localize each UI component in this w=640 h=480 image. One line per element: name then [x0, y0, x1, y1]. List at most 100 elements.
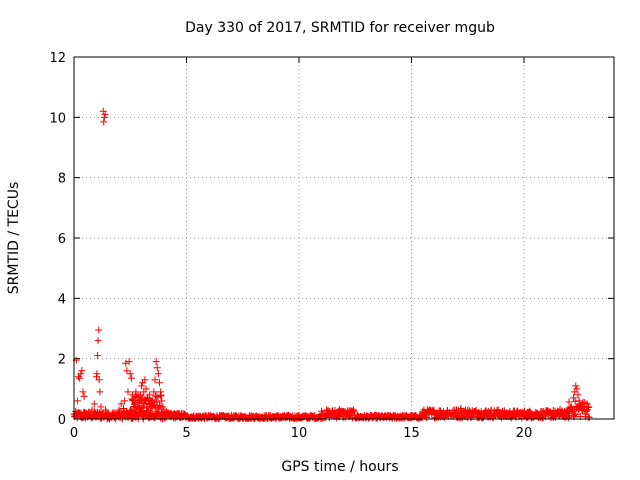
data-point	[76, 374, 84, 382]
data-point	[196, 413, 204, 421]
data-point	[121, 397, 129, 405]
data-point	[138, 382, 145, 390]
data-point	[100, 113, 108, 121]
data-point	[136, 391, 144, 399]
dense-data-point	[585, 403, 593, 411]
dense-data-point	[582, 407, 590, 415]
data-point	[156, 379, 163, 387]
data-point	[408, 412, 415, 420]
plot-frame	[73, 56, 615, 420]
data-point	[152, 358, 160, 366]
data-point	[471, 407, 478, 415]
data-point	[122, 359, 130, 367]
data-point	[100, 118, 108, 126]
data-point	[132, 388, 140, 396]
dense-data-point	[585, 413, 593, 421]
data-point	[396, 412, 404, 420]
data-point	[95, 326, 103, 334]
dense-data-point	[564, 414, 572, 422]
x-axis-label: GPS time / hours	[281, 459, 398, 475]
data-point	[158, 397, 166, 405]
data-point	[157, 388, 165, 396]
data-point	[153, 364, 161, 372]
data-point	[129, 391, 136, 399]
data-point	[318, 411, 325, 419]
data-point	[464, 406, 472, 414]
y-tick-label: 12	[49, 51, 66, 66]
x-tick-label: 0	[70, 426, 78, 441]
data-point	[572, 382, 580, 390]
data-point	[543, 408, 550, 416]
data-point	[567, 403, 575, 411]
data-point	[94, 352, 102, 360]
x-tick-label: 20	[516, 426, 533, 441]
data-point	[527, 408, 535, 416]
data-point	[575, 397, 583, 405]
y-tick-label: 2	[58, 353, 66, 368]
data-point	[151, 376, 159, 384]
data-point	[475, 408, 483, 416]
dense-data-point	[349, 407, 357, 415]
data-point	[150, 388, 158, 396]
dense-data-point	[350, 408, 358, 416]
data-point	[148, 403, 156, 411]
grid-lines	[74, 57, 614, 419]
data-point	[101, 110, 109, 118]
data-point	[583, 400, 591, 408]
data-point	[159, 403, 167, 411]
data-point	[134, 398, 142, 406]
data-point	[573, 385, 581, 393]
data-point	[385, 412, 393, 420]
data-point	[79, 388, 87, 396]
data-point	[486, 410, 494, 418]
data-point	[78, 367, 86, 375]
dense-data-point	[145, 407, 153, 415]
y-tick-label: 8	[58, 172, 66, 187]
data-point	[77, 370, 85, 378]
data-point	[336, 405, 343, 413]
data-point	[115, 406, 123, 414]
x-tick-label: 10	[291, 426, 308, 441]
data-point	[149, 397, 157, 405]
dense-data-point	[565, 398, 573, 406]
data-point	[570, 394, 577, 402]
data-point	[324, 410, 332, 418]
data-point	[113, 412, 121, 420]
data-point	[135, 397, 143, 405]
data-point	[340, 408, 348, 416]
y-tick-label: 10	[49, 111, 66, 126]
data-point	[73, 397, 81, 405]
data-point	[306, 412, 314, 420]
data-point	[93, 370, 101, 378]
y-tick-label: 0	[58, 413, 66, 428]
y-axis-label: SRMTID / TECUs	[6, 182, 22, 295]
dense-data-point	[129, 396, 137, 404]
data-point	[419, 410, 427, 418]
data-point	[123, 367, 131, 375]
data-point	[141, 376, 149, 384]
data-point	[444, 407, 451, 415]
dense-data-point	[572, 410, 580, 418]
data-point	[354, 412, 361, 420]
data-point	[131, 400, 139, 408]
data-point	[80, 392, 88, 400]
data-point	[99, 107, 107, 115]
axis-ticks: 0 5 10 15 20 0 2 4 6 8 10 12	[49, 51, 614, 441]
data-point	[124, 388, 132, 396]
data-point	[331, 407, 339, 415]
data-point	[88, 406, 96, 414]
data-point	[125, 358, 133, 366]
data-point	[126, 370, 134, 378]
chart-title: Day 330 of 2017, SRMTID for receiver mgu…	[185, 20, 495, 36]
data-point	[71, 412, 79, 420]
data-point	[91, 409, 99, 417]
data-points	[70, 107, 593, 423]
data-point	[584, 403, 592, 411]
dense-data-point	[494, 406, 502, 414]
data-point	[142, 385, 150, 393]
data-point	[117, 400, 125, 408]
data-point	[127, 374, 135, 382]
y-tick-label: 6	[58, 232, 66, 247]
data-point	[498, 410, 505, 418]
